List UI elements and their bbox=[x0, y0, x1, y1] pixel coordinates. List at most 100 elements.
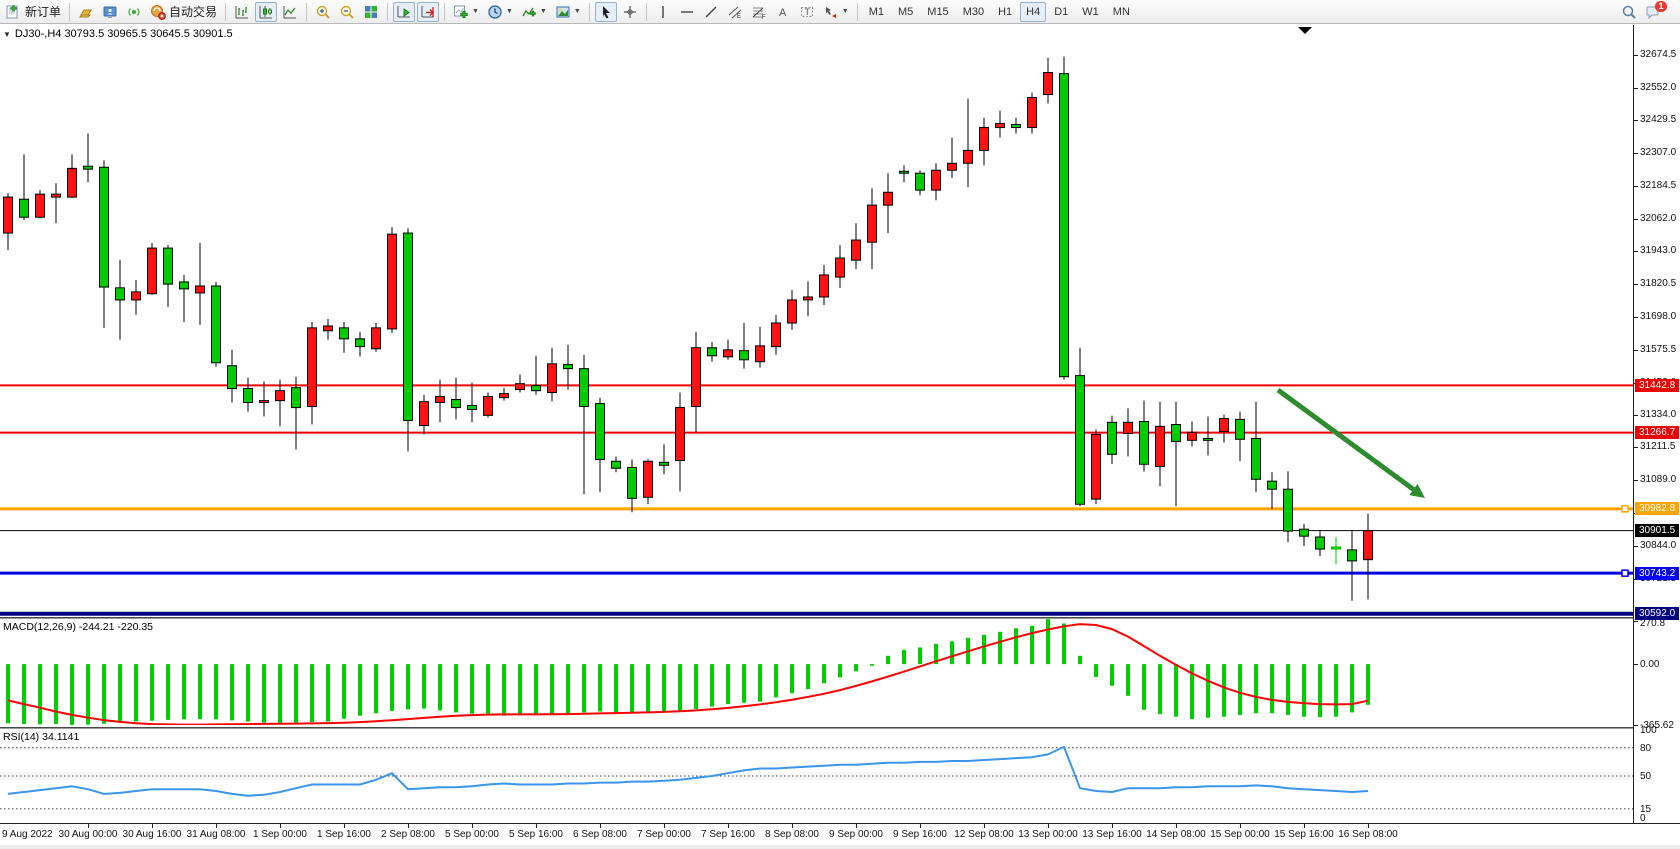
time-axis-label: 7 Sep 00:00 bbox=[637, 829, 691, 840]
svg-text:A: A bbox=[779, 7, 787, 19]
market-watch-button[interactable] bbox=[99, 2, 121, 22]
macd-histogram-bar bbox=[134, 664, 138, 722]
line-anchor-marker[interactable] bbox=[1621, 569, 1629, 577]
timeframe-button-m5[interactable]: M5 bbox=[898, 5, 914, 18]
bar-chart-button[interactable] bbox=[231, 2, 253, 22]
trendline-button[interactable] bbox=[700, 2, 722, 22]
channel-button[interactable]: E bbox=[724, 2, 746, 22]
price-line-label-31442.8: 31442.8 bbox=[1635, 378, 1679, 392]
horizontal-line-button[interactable] bbox=[676, 2, 698, 22]
macd-indicator-panel[interactable]: MACD(12,26,9) -244.21 -220.35 bbox=[0, 619, 1633, 725]
notifications-button[interactable]: 1 bbox=[1642, 0, 1667, 22]
price-axis-tick bbox=[1634, 251, 1638, 253]
time-axis-label: 13 Sep 00:00 bbox=[1018, 829, 1078, 840]
arrow-annotation[interactable] bbox=[1276, 387, 1419, 495]
timeframe-button-d1[interactable]: D1 bbox=[1054, 5, 1069, 18]
macd-histogram-bar bbox=[710, 664, 714, 707]
timeframe-button-w1[interactable]: W1 bbox=[1082, 5, 1099, 18]
rsi-axis-label: 0 bbox=[1640, 813, 1646, 824]
macd-histogram-bar bbox=[1334, 664, 1338, 717]
candle-body-down bbox=[1011, 124, 1021, 129]
panel-splitter[interactable] bbox=[0, 727, 1633, 729]
macd-histogram-bar bbox=[1254, 664, 1258, 714]
timeframe-button-m30[interactable]: M30 bbox=[962, 5, 985, 18]
search-button[interactable] bbox=[1618, 2, 1640, 22]
chart-shift-marker[interactable] bbox=[1298, 27, 1312, 34]
auto-scroll-button[interactable] bbox=[393, 1, 416, 22]
rsi-indicator-panel[interactable]: RSI(14) 34.1141 bbox=[0, 729, 1633, 823]
line-chart-button[interactable] bbox=[279, 2, 301, 22]
signal-button[interactable] bbox=[123, 2, 145, 22]
macd-histogram-bar bbox=[1222, 664, 1226, 717]
macd-histogram-bar bbox=[342, 664, 346, 719]
price-chart-panel[interactable]: ▼ DJ30-,H4 30793.5 30965.5 30645.5 30901.… bbox=[0, 25, 1633, 617]
gold-symbols-button[interactable] bbox=[75, 2, 97, 22]
macd-histogram-bar bbox=[678, 664, 682, 711]
time-axis-label: 15 Sep 00:00 bbox=[1210, 829, 1270, 840]
time-axis-label: 30 Aug 16:00 bbox=[122, 829, 182, 840]
candle-body-down bbox=[1107, 421, 1117, 455]
macd-histogram-bar bbox=[838, 664, 842, 678]
candlestick-chart-canvas[interactable] bbox=[0, 25, 1633, 617]
timeframe-button-h1[interactable]: H1 bbox=[998, 5, 1013, 18]
label-button[interactable]: T bbox=[796, 2, 818, 22]
tile-windows-button[interactable] bbox=[360, 2, 382, 22]
price-axis-tick-label: 32062.0 bbox=[1640, 213, 1677, 225]
zoom-in-button[interactable] bbox=[312, 2, 334, 22]
chart-shift-button[interactable] bbox=[417, 1, 440, 22]
candle-body-down bbox=[531, 385, 541, 392]
macd-histogram-bar bbox=[1078, 655, 1082, 665]
candle-body-down bbox=[1171, 423, 1181, 442]
rsi-chart-canvas[interactable] bbox=[0, 729, 1633, 823]
vertical-line-button[interactable] bbox=[652, 2, 674, 22]
macd-histogram-bar bbox=[326, 664, 330, 722]
templates-button[interactable]: ▼ bbox=[552, 2, 584, 22]
macd-axis-tick bbox=[1634, 621, 1638, 622]
price-axis[interactable]: 32674.5 32552.0 32429.5 32307.0 32184.5 32062… bbox=[1633, 25, 1680, 824]
timeframe-button-h4[interactable]: H4 bbox=[1020, 1, 1047, 22]
macd-histogram-bar bbox=[742, 664, 746, 703]
candle-body-down bbox=[355, 338, 365, 348]
time-axis[interactable]: 9 Aug 2022 30 Aug 00:00 30 Aug 16:00 31 Aug… bbox=[0, 823, 1680, 845]
candle-body-down bbox=[467, 404, 477, 410]
new-order-button[interactable]: 新订单 bbox=[3, 2, 64, 22]
price-line-label-30982.8: 30982.8 bbox=[1635, 502, 1679, 516]
search-icon bbox=[1621, 4, 1637, 20]
zoom-out-button[interactable] bbox=[336, 2, 358, 22]
candlestick-button[interactable] bbox=[255, 1, 278, 22]
macd-histogram-bar bbox=[374, 664, 378, 714]
cursor-button[interactable] bbox=[594, 1, 617, 22]
candle-body-down bbox=[1251, 437, 1261, 480]
macd-histogram-bar bbox=[470, 664, 474, 714]
line-anchor-marker[interactable] bbox=[1621, 505, 1629, 513]
panel-splitter[interactable] bbox=[0, 617, 1633, 619]
time-axis-label: 5 Sep 16:00 bbox=[509, 829, 563, 840]
arrows-button[interactable]: ▼ bbox=[820, 2, 852, 22]
auto-trading-button-label: 自动交易 bbox=[169, 5, 218, 19]
one-click-trading-collapse-icon[interactable]: ▼ bbox=[3, 30, 11, 39]
new-chart-button[interactable]: ▼ bbox=[450, 2, 482, 22]
indicators-button[interactable]: ▼ bbox=[518, 2, 550, 22]
price-axis-tick bbox=[1634, 546, 1638, 548]
periods-button[interactable]: ▼ bbox=[484, 2, 516, 22]
zoomout-icon bbox=[339, 4, 355, 20]
arrow-annotation-head[interactable] bbox=[1409, 483, 1425, 498]
window-bottom-strip bbox=[0, 845, 1680, 849]
time-axis-tick bbox=[280, 824, 281, 828]
auto-trading-button[interactable]: 自动交易 bbox=[147, 2, 220, 22]
macd-chart-canvas[interactable] bbox=[0, 619, 1633, 725]
candle-body-down bbox=[595, 403, 605, 460]
candle-body-down bbox=[1235, 418, 1245, 440]
text-button[interactable]: A bbox=[772, 2, 794, 22]
autoscroll-icon bbox=[396, 4, 412, 20]
time-axis-label: 16 Sep 08:00 bbox=[1338, 829, 1398, 840]
crosshair-button[interactable] bbox=[619, 2, 641, 22]
candle-body-down bbox=[611, 460, 621, 469]
candle-body-down bbox=[1075, 375, 1085, 505]
timeframe-button-mn[interactable]: MN bbox=[1112, 5, 1130, 18]
timeframe-button-m1[interactable]: M1 bbox=[868, 5, 884, 18]
candle-body-down bbox=[1059, 73, 1069, 378]
fibonacci-button[interactable]: F bbox=[748, 2, 770, 22]
timeframe-button-m15[interactable]: M15 bbox=[927, 5, 949, 18]
rsi-line bbox=[7, 745, 1369, 797]
